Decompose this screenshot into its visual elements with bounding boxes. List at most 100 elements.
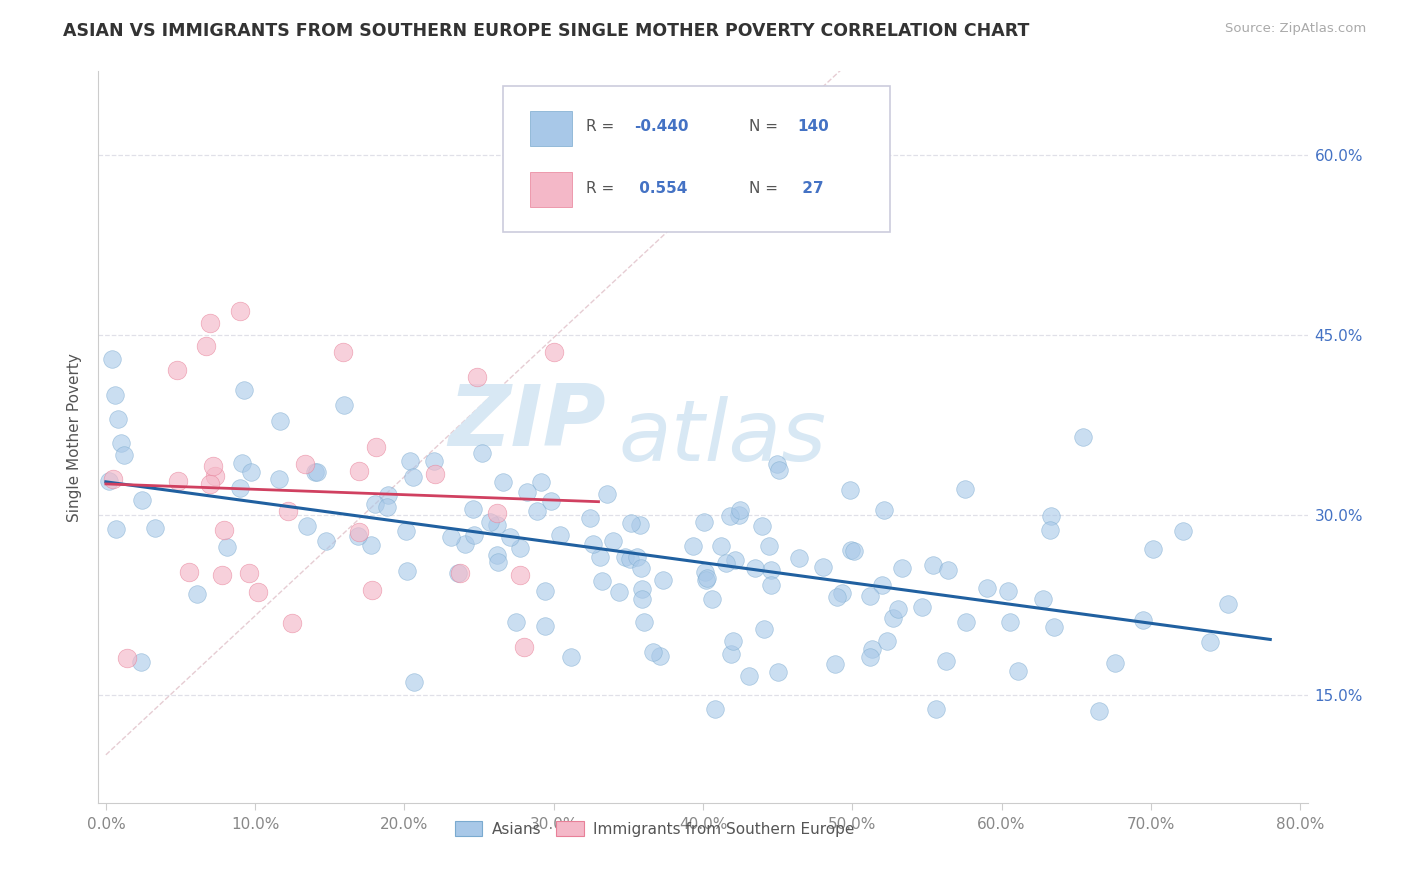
Point: [194, 338, 217, 352]
Point: [516, 485, 538, 500]
Point: [1039, 524, 1062, 538]
Point: [347, 524, 370, 539]
Point: [652, 573, 675, 587]
Legend: Asians, Immigrants from Southern Europe: Asians, Immigrants from Southern Europe: [449, 814, 860, 843]
Point: [596, 486, 619, 500]
Point: [738, 668, 761, 682]
FancyBboxPatch shape: [503, 86, 890, 232]
Point: [423, 467, 446, 482]
Point: [997, 584, 1019, 599]
Point: [186, 587, 208, 601]
Point: [976, 581, 998, 595]
Point: [702, 592, 724, 607]
Point: [998, 615, 1021, 629]
Point: [716, 557, 738, 571]
Point: [231, 456, 253, 470]
Point: [534, 619, 557, 633]
Point: [1104, 657, 1126, 671]
Point: [513, 640, 536, 654]
Point: [630, 591, 652, 606]
Point: [247, 585, 270, 599]
Point: [695, 565, 717, 579]
Point: [766, 458, 789, 472]
Point: [471, 446, 494, 460]
Point: [859, 590, 882, 604]
Point: [744, 561, 766, 575]
Point: [485, 506, 508, 520]
Point: [347, 529, 370, 543]
Point: [461, 501, 484, 516]
Point: [395, 564, 418, 578]
Point: [232, 384, 254, 398]
Point: [543, 345, 565, 359]
Point: [499, 529, 522, 543]
Point: [720, 647, 742, 661]
Point: [768, 665, 790, 680]
Point: [643, 645, 665, 659]
Point: [1073, 429, 1095, 443]
Point: [360, 537, 382, 551]
Point: [751, 518, 773, 533]
Point: [724, 553, 747, 567]
Text: Source: ZipAtlas.com: Source: ZipAtlas.com: [1226, 22, 1367, 36]
FancyBboxPatch shape: [530, 171, 572, 207]
Point: [825, 591, 848, 605]
Text: ASIAN VS IMMIGRANTS FROM SOUTHERN EUROPE SINGLE MOTHER POVERTY CORRELATION CHART: ASIAN VS IMMIGRANTS FROM SOUTHERN EUROPE…: [63, 22, 1029, 40]
Point: [703, 701, 725, 715]
Point: [491, 475, 513, 490]
Point: [910, 599, 932, 614]
Point: [824, 657, 846, 672]
Point: [281, 616, 304, 631]
Point: [873, 502, 896, 516]
Point: [104, 388, 127, 402]
Point: [177, 565, 200, 579]
Point: [530, 475, 553, 490]
Point: [728, 508, 751, 523]
Point: [630, 561, 652, 575]
Point: [876, 633, 898, 648]
Point: [1199, 635, 1222, 649]
Point: [143, 521, 166, 535]
Point: [787, 550, 810, 565]
Point: [650, 649, 672, 664]
Text: N =: N =: [749, 120, 783, 135]
Point: [560, 650, 582, 665]
Point: [872, 578, 894, 592]
FancyBboxPatch shape: [530, 111, 572, 146]
Text: 140: 140: [797, 120, 830, 135]
Point: [768, 463, 790, 477]
Point: [548, 528, 571, 542]
Point: [360, 582, 382, 597]
Point: [695, 573, 717, 587]
Point: [607, 584, 630, 599]
Point: [921, 558, 943, 573]
Point: [294, 457, 316, 471]
Text: N =: N =: [749, 181, 783, 196]
Point: [229, 304, 252, 318]
Point: [838, 483, 860, 497]
Text: ZIP: ZIP: [449, 381, 606, 464]
Point: [509, 567, 531, 582]
Point: [631, 582, 654, 596]
Point: [1007, 665, 1029, 679]
Point: [200, 477, 222, 491]
Point: [333, 399, 356, 413]
Point: [486, 549, 509, 563]
Point: [831, 586, 853, 600]
Point: [129, 655, 152, 669]
Point: [721, 634, 744, 648]
Point: [269, 414, 291, 428]
Point: [166, 363, 188, 377]
Y-axis label: Single Mother Poverty: Single Mother Poverty: [67, 352, 83, 522]
Point: [200, 316, 222, 330]
Point: [375, 500, 398, 515]
Point: [710, 539, 733, 553]
Point: [1132, 613, 1154, 627]
Point: [591, 574, 613, 588]
Point: [395, 524, 418, 538]
Point: [620, 516, 643, 530]
Point: [240, 465, 263, 479]
Point: [277, 504, 299, 518]
Text: 27: 27: [797, 181, 824, 196]
Point: [1088, 704, 1111, 718]
